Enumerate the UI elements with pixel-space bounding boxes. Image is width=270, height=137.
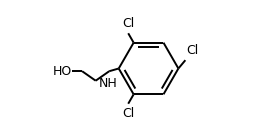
Text: HO: HO: [52, 65, 72, 78]
Text: Cl: Cl: [122, 17, 134, 30]
Text: NH: NH: [99, 77, 118, 90]
Text: Cl: Cl: [187, 45, 199, 58]
Text: Cl: Cl: [122, 107, 134, 120]
